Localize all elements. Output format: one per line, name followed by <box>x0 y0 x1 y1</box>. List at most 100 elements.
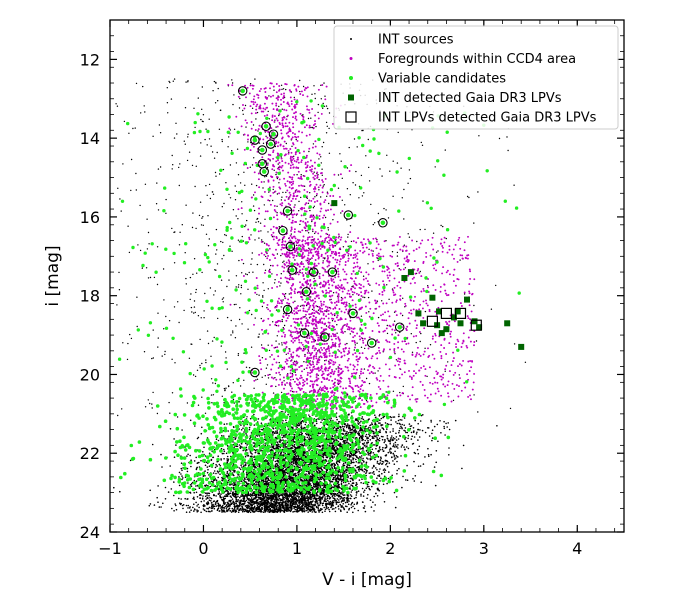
int-source-point <box>244 450 247 452</box>
int-source-point <box>404 427 407 429</box>
int-source-point <box>242 449 244 452</box>
int-source-point <box>361 416 364 418</box>
int-source-point <box>384 459 387 462</box>
int-source-point <box>424 431 427 434</box>
int-source-point <box>331 508 334 510</box>
int-source-point <box>196 496 199 498</box>
int-source-point <box>297 422 300 425</box>
int-source-point <box>296 504 299 506</box>
int-source-point <box>374 458 376 461</box>
int-source-point <box>300 425 303 427</box>
int-source-point <box>240 495 242 497</box>
int-source-point <box>331 500 334 502</box>
int-source-point <box>355 496 357 499</box>
int-source-point <box>223 497 225 500</box>
int-source-point <box>319 485 322 487</box>
int-source-point <box>217 503 220 505</box>
int-source-point <box>221 479 224 482</box>
int-source-point <box>277 460 279 463</box>
int-source-point <box>371 429 373 432</box>
int-source-point <box>225 452 228 455</box>
int-source-point <box>440 432 442 434</box>
int-source-point <box>323 494 326 497</box>
int-source-point <box>411 435 414 438</box>
int-source-point <box>327 499 329 502</box>
int-source-point <box>238 501 241 504</box>
int-source-point <box>335 451 337 454</box>
int-source-point <box>346 505 348 508</box>
int-source-point <box>297 472 299 474</box>
int-source-point <box>270 501 272 504</box>
int-source-point <box>369 451 372 454</box>
int-source-point <box>334 498 336 501</box>
int-source-point <box>419 420 422 422</box>
int-source-point <box>310 489 313 491</box>
int-source-point <box>173 438 175 440</box>
int-source-point <box>407 437 409 440</box>
int-source-point <box>352 505 354 508</box>
int-source-point <box>395 439 398 441</box>
int-source-point <box>379 419 381 422</box>
int-source-point <box>345 425 348 427</box>
int-source-point <box>179 502 181 505</box>
int-source-point <box>200 459 202 462</box>
int-source-point <box>369 427 372 429</box>
int-source-point <box>341 425 344 428</box>
int-source-point <box>378 415 381 417</box>
int-source-point <box>229 510 231 512</box>
int-source-point <box>221 511 223 513</box>
int-source-point <box>373 510 375 512</box>
int-source-point <box>208 465 211 468</box>
int-source-point <box>339 503 342 506</box>
int-source-point <box>325 498 327 501</box>
int-source-point <box>350 459 352 461</box>
int-source-point <box>275 493 278 495</box>
int-source-point <box>350 460 353 463</box>
int-source-point <box>220 493 222 495</box>
int-source-point <box>412 477 414 480</box>
int-source-point <box>433 466 436 468</box>
int-source-point <box>119 490 121 493</box>
int-source-point <box>306 509 309 511</box>
int-source-point <box>392 445 394 448</box>
int-source-point <box>321 511 324 514</box>
int-source-point <box>383 471 386 474</box>
int-source-point <box>307 470 310 473</box>
int-source-point <box>228 484 231 486</box>
int-source-point <box>346 440 348 442</box>
int-source-point <box>317 467 320 470</box>
int-source-point <box>384 440 386 442</box>
int-source-point <box>334 475 337 478</box>
int-source-point <box>175 504 177 507</box>
int-source-point <box>346 511 349 513</box>
int-source-point <box>226 455 229 458</box>
int-source-point <box>286 500 289 503</box>
int-source-point <box>399 427 401 430</box>
int-source-point <box>422 414 424 416</box>
int-source-point <box>388 423 390 426</box>
int-source-point <box>212 456 214 459</box>
int-source-point <box>322 456 325 459</box>
int-source-point <box>173 481 175 483</box>
int-source-point <box>271 432 274 434</box>
int-source-point <box>326 495 329 498</box>
int-source-point <box>330 452 332 454</box>
int-source-point <box>148 504 151 507</box>
int-source-point <box>392 452 395 455</box>
int-source-point <box>379 480 381 482</box>
int-source-point <box>401 419 403 421</box>
int-source-point <box>242 509 244 511</box>
int-source-point <box>376 437 378 439</box>
int-source-point <box>253 448 256 451</box>
int-source-point <box>364 510 367 513</box>
int-source-point <box>318 444 321 447</box>
int-source-point <box>215 472 217 475</box>
int-source-point <box>427 447 429 450</box>
int-source-point <box>323 484 326 487</box>
int-source-point <box>313 470 315 473</box>
int-source-point <box>157 501 159 504</box>
int-source-point <box>339 495 342 498</box>
int-source-point <box>194 425 196 427</box>
int-source-point <box>280 508 282 510</box>
int-source-point <box>336 494 338 497</box>
